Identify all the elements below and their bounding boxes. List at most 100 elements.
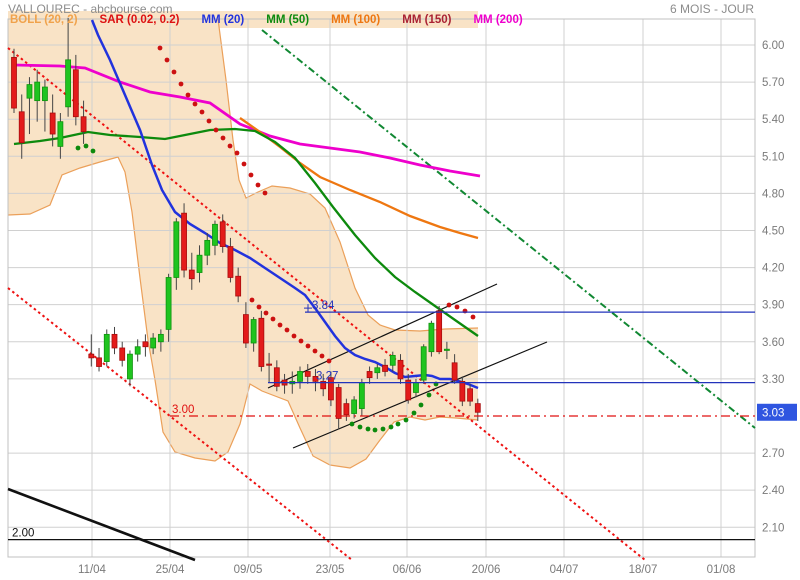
- annotation-label-3.00: 3.00: [172, 404, 194, 416]
- candle-body-up: [26, 84, 33, 99]
- candle-body-up: [157, 333, 164, 343]
- date-tick-25/04: 25/04: [156, 564, 185, 576]
- sar-dot-green: [388, 424, 394, 430]
- sar-dot-red: [249, 297, 255, 303]
- candle-body-down: [111, 333, 118, 349]
- candle-body-up: [173, 221, 180, 278]
- candle-body-down: [11, 56, 17, 109]
- candle-body-down: [72, 69, 79, 118]
- sar-dot-red: [312, 348, 318, 354]
- bollinger-upper-edge: [217, 18, 479, 332]
- black-ascending-trendline: [267, 283, 498, 389]
- candle-body-down: [242, 314, 249, 344]
- sar-dot-red: [263, 310, 269, 316]
- candle-body-up: [250, 319, 257, 344]
- candle-body-down: [467, 388, 473, 402]
- price-tick-4.20: 4.20: [762, 263, 784, 275]
- legend-item-mm-20-: MM (20): [201, 14, 245, 26]
- date-tick-23/05: 23/05: [316, 564, 345, 576]
- candle-body-up: [127, 353, 133, 380]
- black-ascending-trendline: [292, 341, 548, 449]
- bollinger-band-fill: [8, 19, 478, 468]
- candle-body-up: [150, 337, 157, 349]
- candle-body-up: [204, 239, 211, 256]
- candle-body-up: [165, 277, 172, 330]
- sar-dot-red: [326, 358, 332, 364]
- mm20-line: [90, 19, 479, 390]
- date-tick-01/08: 01/08: [707, 564, 736, 576]
- sar-dot-red: [248, 172, 254, 178]
- candle-body-down: [451, 362, 458, 381]
- candle-body-down: [366, 371, 373, 379]
- sar-dot-red: [305, 343, 311, 349]
- candle-body-down: [96, 357, 102, 367]
- legend-item-mm-150-: MM (150): [402, 14, 452, 26]
- sar-dot-red: [446, 302, 452, 308]
- candle-body-down: [88, 353, 95, 359]
- candle-body-down: [335, 387, 342, 419]
- sar-dot-red: [241, 161, 247, 167]
- date-tick-06/06: 06/06: [393, 564, 422, 576]
- sar-dot-green: [418, 402, 424, 408]
- sar-dot-red: [171, 69, 177, 75]
- sar-dot-red: [262, 190, 268, 196]
- price-tick-4.50: 4.50: [762, 225, 784, 237]
- sar-dot-red: [298, 338, 304, 344]
- candle-body-down: [312, 376, 319, 382]
- black-thick-trendline: [7, 487, 196, 562]
- sar-dot-red: [319, 353, 325, 359]
- price-tick-3.30: 3.30: [762, 374, 784, 386]
- sar-dot-green: [83, 143, 89, 149]
- sar-dot-red: [234, 150, 240, 156]
- candle-body-up: [428, 322, 435, 353]
- candle-body-up: [389, 354, 396, 366]
- candle-body-up: [297, 371, 303, 382]
- sar-dot-red: [284, 327, 290, 333]
- annotation-label-3.27: 3.27: [316, 371, 338, 383]
- red-dotted-trendline: [7, 47, 646, 561]
- sar-dot-red: [206, 118, 212, 124]
- sar-dot-red: [291, 333, 297, 339]
- candle-body-down: [49, 112, 56, 135]
- candle-body-down: [474, 403, 481, 413]
- candle-body-up: [420, 346, 427, 381]
- date-tick-04/07: 04/07: [550, 564, 579, 576]
- legend-item-mm-50-: MM (50): [266, 14, 310, 26]
- candle-body-up: [351, 399, 358, 414]
- price-tick-2.70: 2.70: [762, 448, 784, 460]
- sar-dot-green: [426, 392, 432, 398]
- date-tick-11/04: 11/04: [78, 564, 107, 576]
- sar-dot-red: [454, 304, 460, 310]
- sar-dot-red: [199, 109, 205, 115]
- price-tick-6.00: 6.00: [762, 40, 784, 52]
- price-tick-2.40: 2.40: [762, 485, 784, 497]
- candle-body-down: [266, 363, 272, 366]
- sar-dot-red: [227, 143, 233, 149]
- candle-body-up: [443, 348, 450, 351]
- date-tick-18/07: 18/07: [629, 564, 658, 576]
- candle-body-up: [34, 81, 41, 102]
- candle-body-down: [119, 347, 126, 361]
- price-tick-4.80: 4.80: [762, 188, 784, 200]
- mm50-line: [13, 127, 479, 337]
- sar-dot-green: [380, 426, 386, 432]
- sar-dot-red: [192, 101, 198, 107]
- legend-item-mm-100-: MM (100): [331, 14, 381, 26]
- legend-item-mm-200-: MM (200): [473, 14, 523, 26]
- candle-body-up: [196, 254, 203, 273]
- annotation-label-2.00: 2.00: [12, 528, 34, 540]
- candle-body-down: [18, 111, 25, 144]
- candle-body-up: [358, 382, 365, 409]
- candle-body-down: [258, 317, 265, 367]
- green-dashdot-trendline: [261, 29, 756, 429]
- candle-body-up: [42, 86, 48, 102]
- sar-dot-red: [277, 322, 283, 328]
- sar-dot-red: [164, 57, 170, 63]
- bollinger-lower-edge: [7, 156, 479, 469]
- price-tick-2.10: 2.10: [762, 522, 784, 534]
- legend-item-boll-20-2-: BOLL (20, 2): [10, 14, 78, 26]
- timeframe-label: 6 MOIS - JOUR: [669, 2, 754, 16]
- sar-dot-red: [185, 92, 191, 98]
